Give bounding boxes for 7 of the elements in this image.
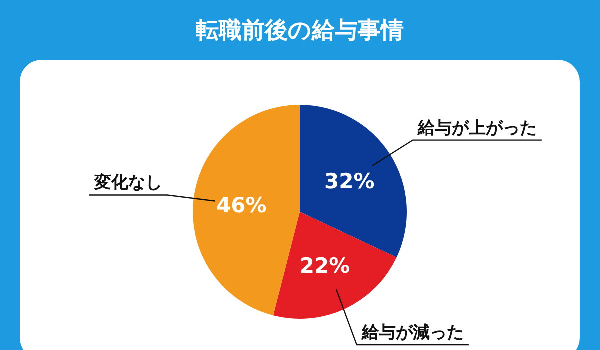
slice-label: 給与が上がった: [416, 118, 537, 138]
data-label: 22%: [300, 254, 350, 278]
data-label: 46%: [216, 194, 267, 218]
data-label: 32%: [324, 169, 375, 194]
chart-title: 転職前後の給与事情: [196, 18, 404, 44]
slice-label: 変化なし: [93, 173, 162, 194]
slice-label: 給与が減った: [360, 323, 464, 344]
